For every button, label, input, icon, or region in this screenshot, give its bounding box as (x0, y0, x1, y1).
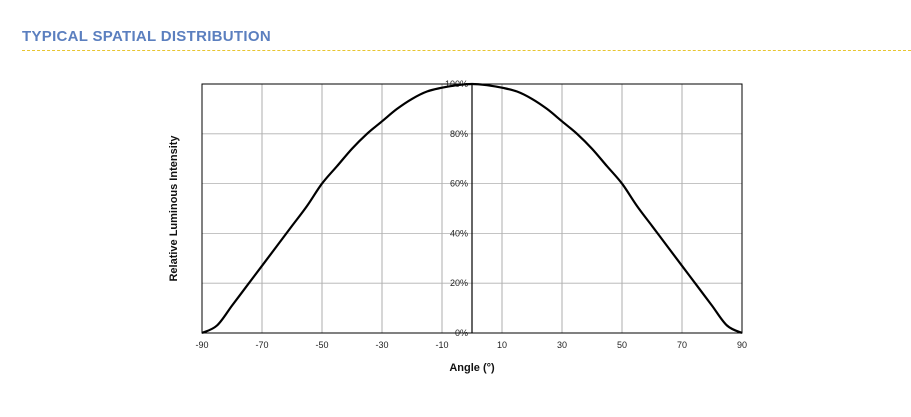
x-tick-label: -50 (315, 340, 328, 350)
x-tick-label: 50 (617, 340, 627, 350)
x-tick-label: 90 (737, 340, 747, 350)
x-tick-labels: -90 -70 -50 -30 -10 10 30 50 70 90 (195, 340, 747, 350)
y-tick-label: 80% (450, 129, 468, 139)
y-tick-label: 0% (455, 328, 468, 338)
section-title: TYPICAL SPATIAL DISTRIBUTION (22, 28, 271, 45)
x-tick-label: 10 (497, 340, 507, 350)
y-tick-label: 20% (450, 278, 468, 288)
series-line (201, 82, 743, 335)
x-tick-label: -90 (195, 340, 208, 350)
x-tick-label: 70 (677, 340, 687, 350)
y-tick-label: 60% (450, 179, 468, 189)
x-axis-label: Angle (°) (449, 362, 495, 374)
y-tick-label: 40% (450, 228, 468, 238)
x-tick-label: 30 (557, 340, 567, 350)
x-tick-label: -10 (435, 340, 448, 350)
x-tick-label: -30 (375, 340, 388, 350)
x-tick-label: -70 (255, 340, 268, 350)
y-tick-label: 100% (445, 79, 468, 89)
section-divider (22, 50, 911, 51)
y-tick-labels: 0% 20% 40% 60% 80% 100% (445, 79, 468, 338)
y-axis-label: Relative Luminous Intensity (168, 135, 180, 282)
